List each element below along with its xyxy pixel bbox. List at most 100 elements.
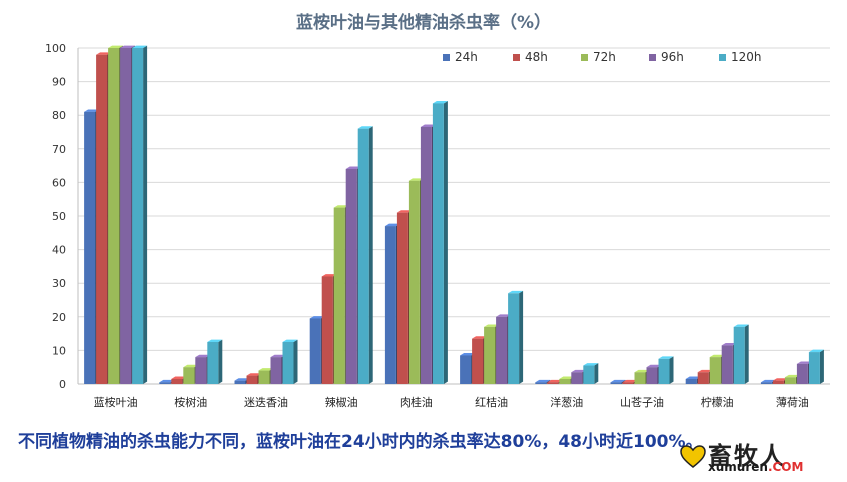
x-tick-label: 桉树油 [174, 395, 207, 409]
bar-top [132, 45, 148, 48]
bar-side [519, 290, 524, 384]
bar-top [96, 52, 112, 55]
bar-front [234, 380, 246, 384]
bar-top [108, 45, 124, 48]
bar-side [218, 339, 223, 384]
legend: 24h 48h 72h 96h 120h [443, 50, 762, 64]
bar-top [357, 126, 373, 129]
bar-top [634, 369, 650, 373]
bar-front [808, 352, 820, 384]
bar-front [132, 48, 144, 384]
y-tick-label: 0 [59, 378, 66, 391]
bar-top [333, 205, 349, 208]
bar-front [547, 382, 559, 384]
bar-top [583, 363, 599, 366]
bar-top [384, 223, 400, 227]
bar-front [535, 382, 547, 384]
bar-top [258, 368, 274, 371]
bar-front [484, 326, 496, 384]
bar [583, 363, 599, 384]
bar-front [84, 111, 96, 384]
bar-top [408, 178, 424, 181]
legend-item: 24h [443, 50, 478, 64]
bar-top [796, 361, 812, 364]
bar-front [472, 338, 484, 384]
legend-swatch [719, 54, 726, 61]
bar-top [559, 376, 575, 379]
bar-top [234, 378, 250, 381]
bar-front [733, 326, 745, 384]
bar-side [143, 45, 148, 384]
bar-front [246, 375, 258, 384]
legend-label: 24h [455, 50, 478, 64]
bar-top [535, 379, 551, 383]
bar-front [195, 357, 207, 384]
bar-side [594, 363, 599, 384]
bar-front [96, 54, 108, 384]
bar-top [721, 342, 737, 346]
bar-front [460, 355, 472, 384]
bar-front [697, 372, 709, 384]
bar [432, 101, 448, 384]
bar-top [84, 109, 100, 112]
bar-front [384, 226, 396, 384]
bar-top [183, 364, 199, 368]
bar-front [159, 382, 171, 384]
bar [282, 339, 298, 384]
x-tick-label: 辣椒油 [325, 395, 358, 409]
x-tick-label: 红桔油 [475, 395, 508, 409]
legend-item: 120h [719, 50, 762, 64]
bar-top [159, 379, 175, 383]
bar-front [583, 365, 595, 384]
bar-front [496, 316, 508, 384]
y-tick-label: 30 [52, 277, 66, 290]
bar-front [784, 377, 796, 384]
bar-top [345, 166, 361, 169]
legend-item: 72h [581, 50, 616, 64]
bar-top [760, 379, 776, 383]
bar-side [669, 356, 674, 384]
legend-label: 72h [593, 50, 616, 64]
bar-front [610, 382, 622, 384]
y-tick-label: 20 [52, 311, 66, 324]
tick-labels: 0 10 20 30 40 50 60 70 80 90 100 蓝桉叶油 桉树油 迷迭香油 辣椒油 肉桂油 红… [45, 42, 809, 409]
bar-front [333, 207, 345, 384]
bar-side [368, 126, 373, 385]
bar-front [357, 128, 369, 384]
bar-front [408, 180, 420, 384]
legend-swatch [581, 54, 588, 61]
bar-top [610, 379, 626, 383]
legend-swatch [443, 54, 450, 61]
y-tick-label: 70 [52, 143, 66, 156]
x-tick-label: 山苍子油 [620, 395, 664, 409]
bar-front [183, 367, 195, 384]
legend-label: 120h [731, 50, 762, 64]
bars [84, 45, 824, 385]
bar-chart: 0 10 20 30 40 50 60 70 80 90 100 蓝桉叶油 桉树油 迷迭香油 辣椒油 肉桂油 红… [45, 42, 830, 409]
bar-top [508, 290, 524, 294]
bar-top [396, 210, 412, 213]
bar-front [309, 318, 321, 384]
bar-top [733, 324, 749, 327]
bar-top [808, 349, 824, 353]
x-tick-label: 肉桂油 [400, 395, 433, 409]
bar-top [195, 354, 211, 358]
bar-top [547, 379, 563, 383]
gridlines [78, 47, 830, 385]
legend-label: 48h [525, 50, 548, 64]
x-tick-label: 蓝桉叶油 [94, 395, 138, 409]
bar-front [396, 212, 408, 384]
bar-top [460, 353, 476, 356]
y-tick-label: 80 [52, 109, 66, 122]
bar-front [321, 276, 333, 384]
bar-top [420, 124, 436, 127]
legend-label: 96h [661, 50, 684, 64]
legend-swatch [513, 54, 520, 61]
x-tick-label: 迷迭香油 [244, 395, 288, 409]
watermark-logo: 畜牧人 xumuren.COM [678, 438, 843, 478]
bar-front [559, 378, 571, 384]
bar-top [685, 376, 701, 379]
bar-top [321, 274, 337, 277]
bar-top [646, 364, 662, 368]
y-tick-label: 100 [45, 42, 66, 55]
